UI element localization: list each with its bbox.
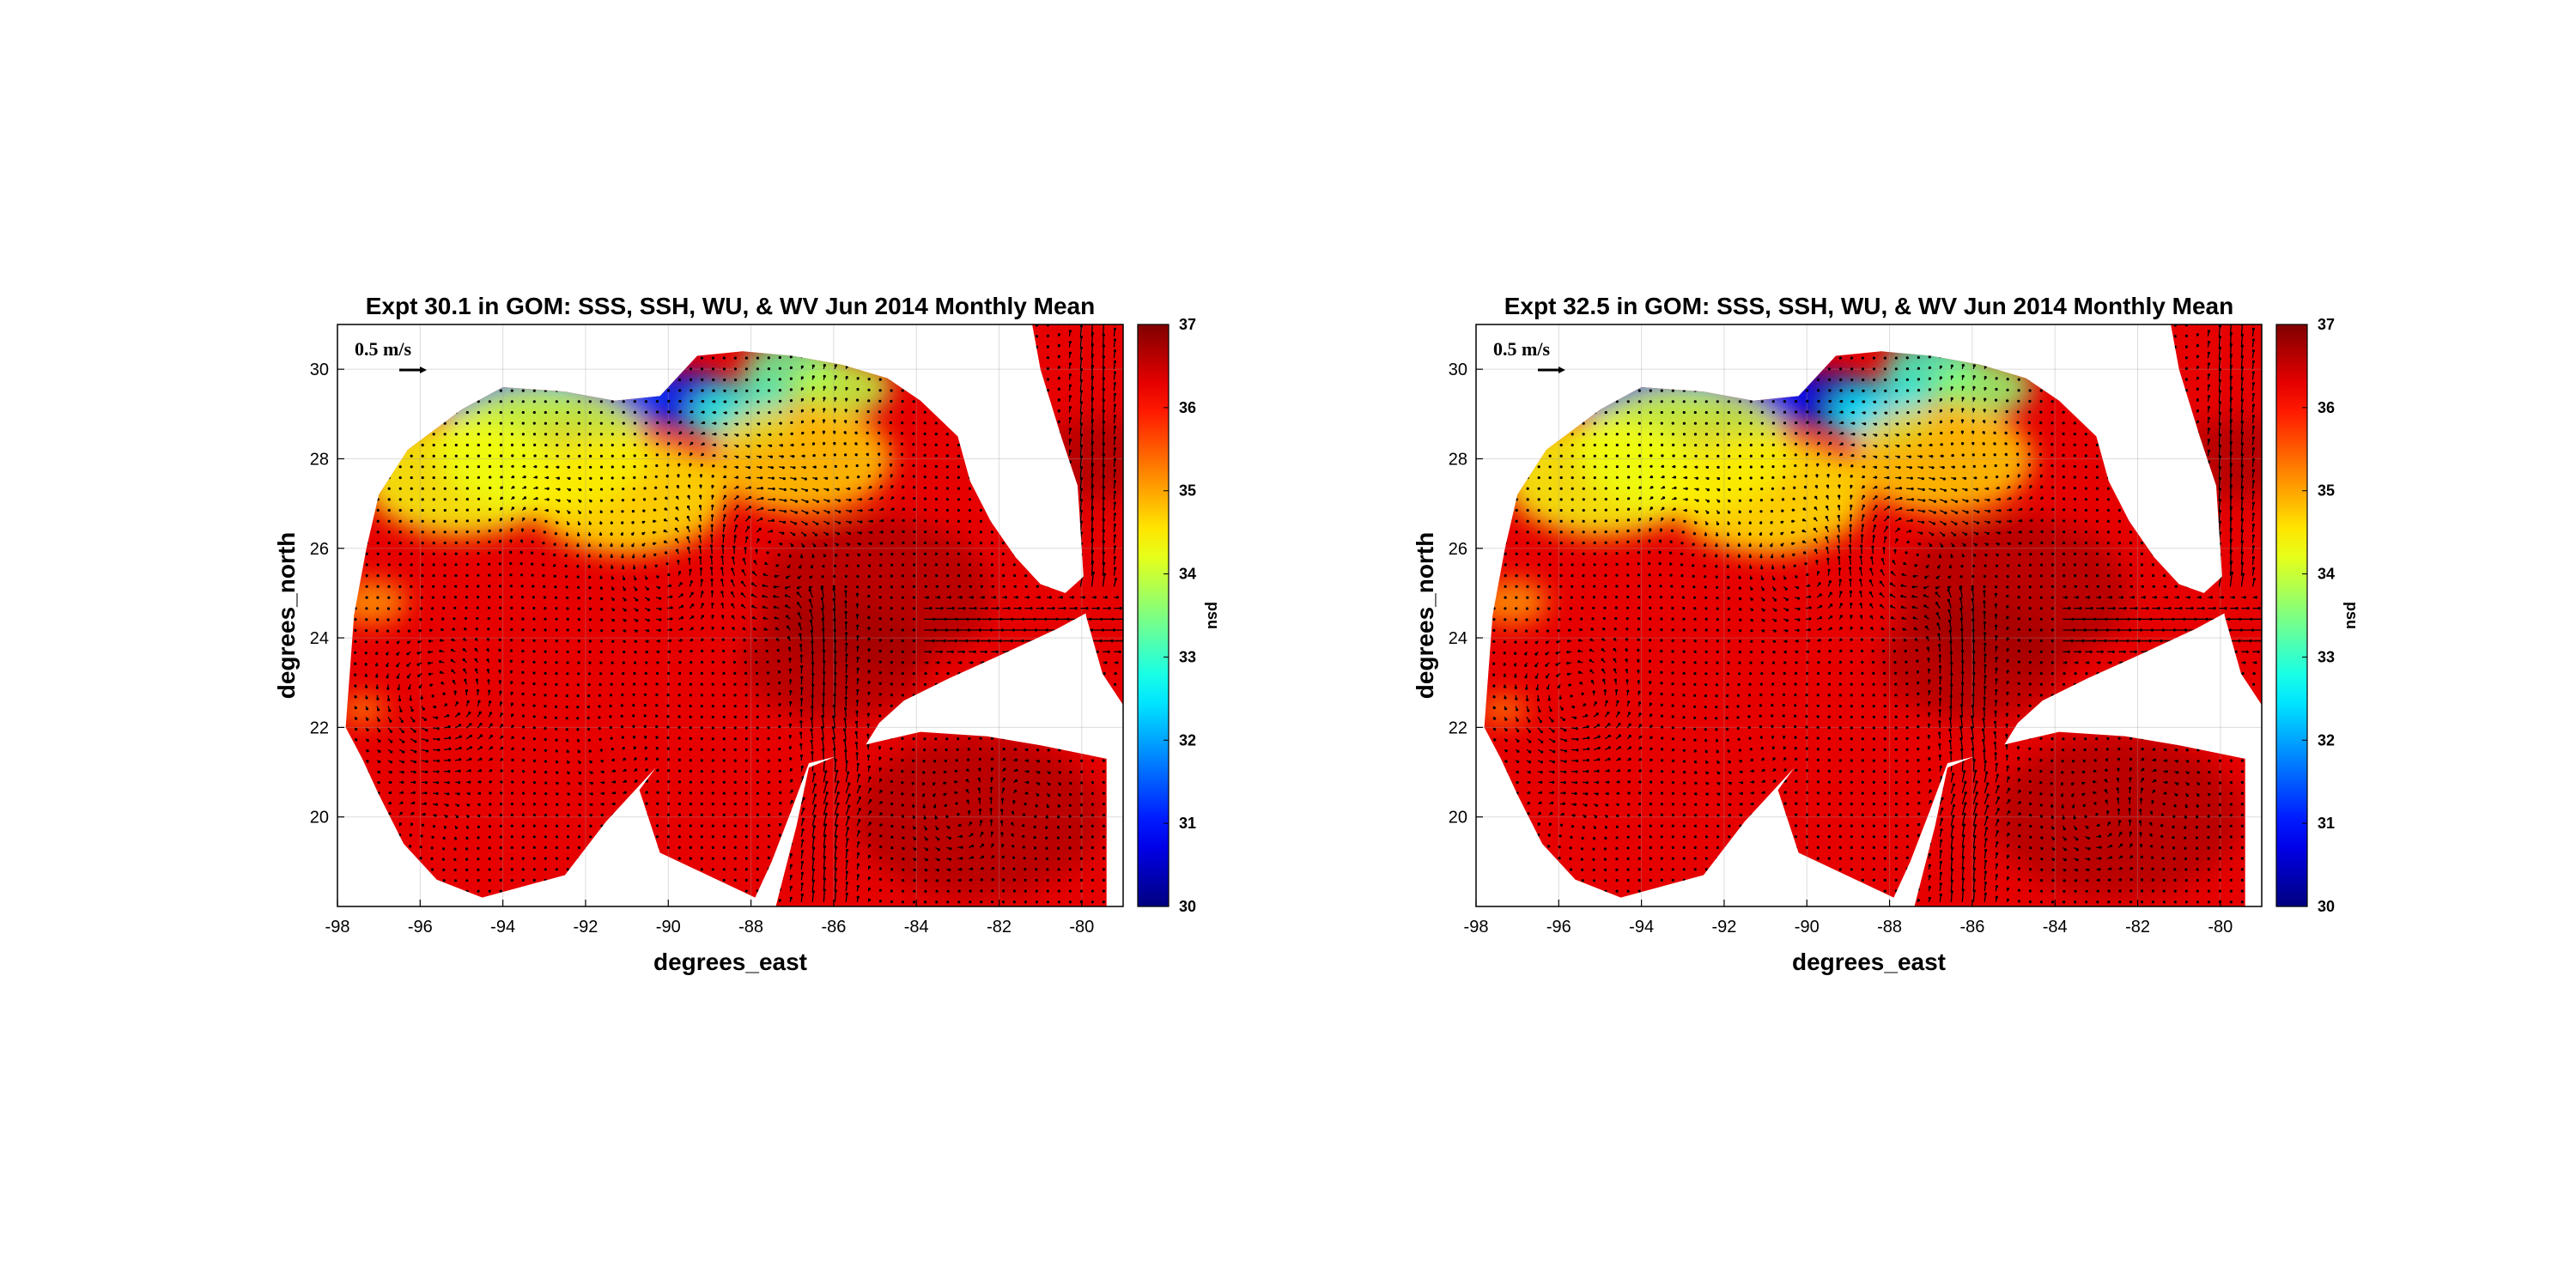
x-tick-label: -96 bbox=[408, 918, 433, 937]
x-tick-label: -82 bbox=[2125, 918, 2150, 937]
x-tick-label: -98 bbox=[325, 918, 350, 937]
colorbar bbox=[2275, 324, 2308, 907]
y-axis-label: degrees_north bbox=[1412, 532, 1438, 700]
y-tick-label: 26 bbox=[310, 540, 329, 559]
colorbar-tick-label: 34 bbox=[1179, 566, 1196, 583]
colorbar-tick-label: 33 bbox=[2318, 648, 2335, 665]
colorbar-tick-label: 36 bbox=[2318, 399, 2335, 416]
colorbar-tick-label: 31 bbox=[1179, 815, 1196, 832]
axes-frame bbox=[337, 324, 1124, 907]
colorbar-tick-label: 30 bbox=[1179, 898, 1196, 915]
x-tick-label: -96 bbox=[1546, 918, 1571, 937]
y-tick-label: 28 bbox=[1449, 450, 1467, 469]
map-title: Expt 30.1 in GOM: SSS, SSH, WU, & WV Jun… bbox=[366, 293, 1095, 319]
y-axis-label: degrees_north bbox=[273, 532, 300, 700]
y-tick-label: 24 bbox=[1449, 629, 1467, 648]
colorbar-tick-label: 32 bbox=[1179, 731, 1196, 749]
map-panel-right: 0.5 m/s -98 -96 -94 -92 -90 -88 -86 -84 -82 -80 20 2… bbox=[1139, 0, 2427, 1273]
y-tick-label: 30 bbox=[1449, 361, 1467, 379]
colorbar-tick-label: 35 bbox=[1179, 482, 1196, 500]
x-axis-label: degrees_east bbox=[1792, 949, 1946, 975]
colorbar-tick-label: 30 bbox=[2318, 898, 2335, 915]
x-tick-label: -84 bbox=[2043, 918, 2068, 937]
x-tick-label: -80 bbox=[2208, 918, 2233, 937]
y-tick-label: 24 bbox=[310, 629, 329, 648]
x-tick-label: -92 bbox=[573, 918, 598, 937]
y-tick-label: 20 bbox=[310, 809, 329, 827]
map-title: Expt 32.5 in GOM: SSS, SSH, WU, & WV Jun… bbox=[1504, 293, 2233, 319]
x-tick-label: -94 bbox=[490, 918, 515, 937]
reference-vector-label: 0.5 m/s bbox=[1493, 338, 1550, 360]
colorbar-tick-label: 31 bbox=[2318, 815, 2335, 832]
reference-vector-label: 0.5 m/s bbox=[355, 338, 411, 360]
colorbar-tick-label: 33 bbox=[1179, 648, 1196, 665]
colorbar-label: psu bbox=[1205, 602, 1222, 629]
x-tick-label: -92 bbox=[1711, 918, 1736, 937]
y-tick-label: 22 bbox=[1449, 718, 1467, 737]
x-tick-label: -94 bbox=[1629, 918, 1654, 937]
x-tick-label: -90 bbox=[656, 918, 681, 937]
x-tick-label: -98 bbox=[1464, 918, 1489, 937]
colorbar-tick-label: 37 bbox=[1179, 316, 1196, 333]
map-svg: 0.5 m/s -98 -96 -94 -92 -90 -88 -86 -84 -82 -80 20 2… bbox=[273, 293, 1222, 975]
x-axis-label: degrees_east bbox=[653, 949, 807, 975]
x-tick-label: -80 bbox=[1069, 918, 1094, 937]
colorbar-tick-label: 36 bbox=[1179, 399, 1196, 416]
colorbar-tick-label: 32 bbox=[2318, 731, 2335, 749]
x-tick-label: -90 bbox=[1795, 918, 1820, 937]
map-panel-left: 0.5 m/s -98 -96 -94 -92 -90 -88 -86 -84 -82 -80 20 2… bbox=[273, 293, 1222, 975]
x-tick-label: -86 bbox=[1959, 918, 1984, 937]
colorbar bbox=[1137, 324, 1170, 907]
y-tick-label: 20 bbox=[1449, 809, 1467, 827]
gridlines bbox=[337, 324, 1123, 906]
x-tick-label: -88 bbox=[1877, 918, 1902, 937]
x-tick-label: -86 bbox=[821, 918, 846, 937]
y-tick-label: 26 bbox=[1449, 540, 1467, 559]
map-svg: 0.5 m/s -98 -96 -94 -92 -90 -88 -86 -84 -82 -80 20 2… bbox=[1412, 293, 2360, 975]
colorbar-tick-label: 37 bbox=[2318, 316, 2335, 333]
colorbar-tick-label: 34 bbox=[2318, 566, 2335, 583]
y-tick-label: 30 bbox=[310, 361, 329, 379]
colorbar-tick-label: 35 bbox=[2318, 482, 2335, 500]
x-tick-label: -84 bbox=[904, 918, 929, 937]
axes-frame bbox=[1475, 324, 2263, 907]
colorbar-label: psu bbox=[2343, 602, 2360, 629]
y-tick-label: 28 bbox=[310, 450, 329, 469]
x-tick-label: -82 bbox=[987, 918, 1012, 937]
x-tick-label: -88 bbox=[738, 918, 763, 937]
y-tick-label: 22 bbox=[310, 718, 329, 737]
